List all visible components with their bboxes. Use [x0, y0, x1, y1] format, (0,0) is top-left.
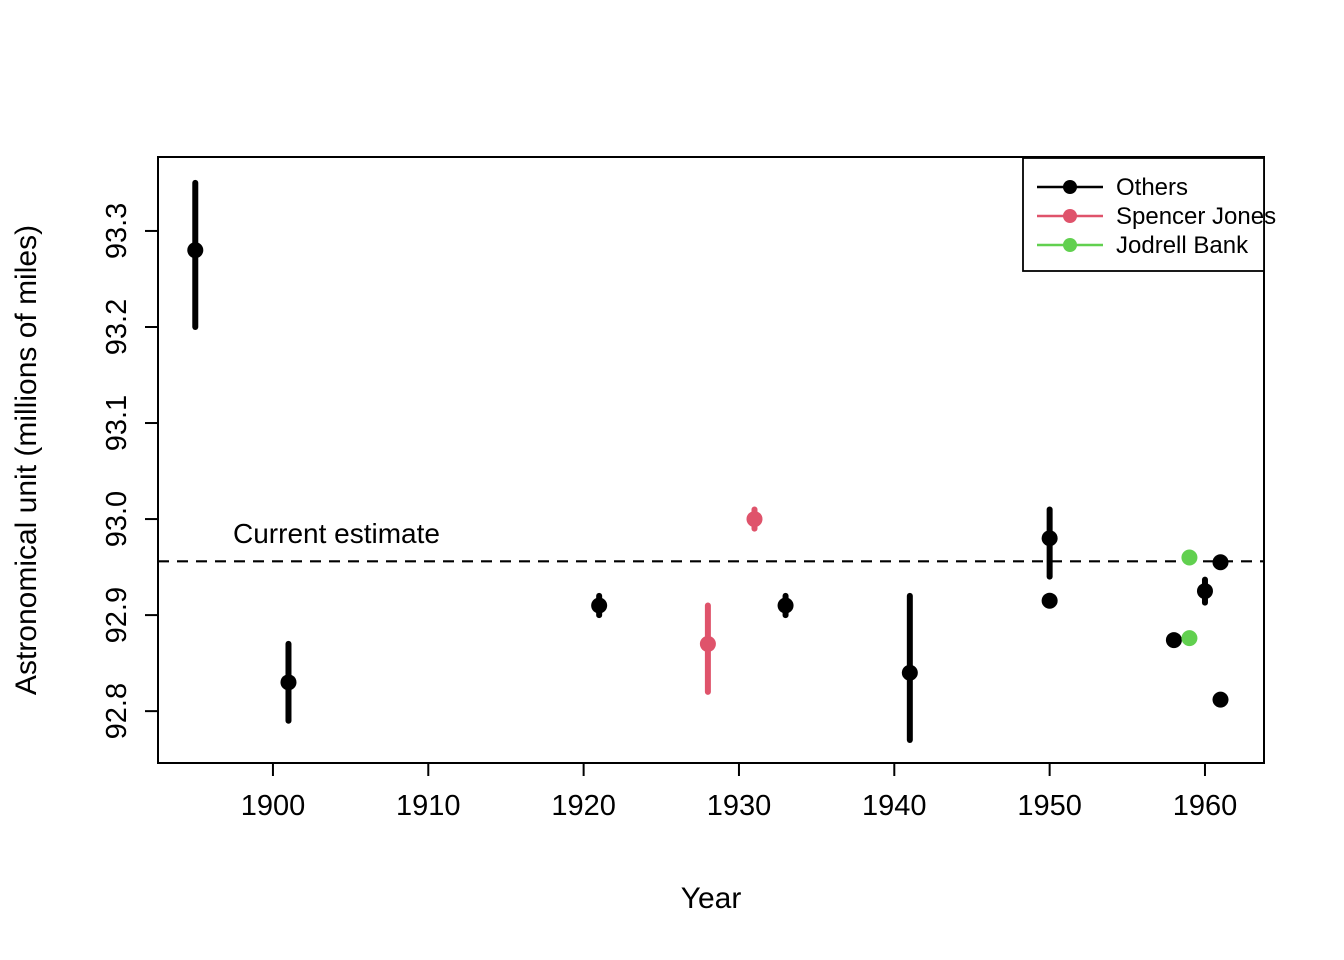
y-tick-label: 93.1	[101, 395, 133, 451]
x-tick-label: 1950	[1017, 790, 1082, 822]
x-tick-label: 1920	[551, 790, 616, 822]
plot-box	[157, 156, 1265, 764]
data-point	[1181, 549, 1198, 566]
data-point	[746, 511, 763, 528]
data-point	[1041, 530, 1058, 547]
data-point	[1165, 632, 1182, 649]
data-series-group	[187, 179, 1229, 743]
data-point	[591, 597, 608, 614]
legend-marker-point	[1063, 180, 1077, 194]
x-tick-label: 1960	[1173, 790, 1238, 822]
data-point	[1212, 691, 1229, 708]
legend-entry-label: Others	[1116, 174, 1188, 201]
x-axis-title: Year	[681, 882, 742, 915]
y-axis-title: Astronomical unit (millions of miles)	[10, 225, 43, 695]
legend-entry-label: Spencer Jones	[1116, 203, 1276, 230]
data-point	[1041, 592, 1058, 609]
y-tick-label: 93.2	[101, 299, 133, 355]
data-point	[187, 242, 204, 259]
data-point	[699, 635, 716, 652]
legend-entry-label: Jodrell Bank	[1116, 232, 1249, 259]
data-point	[1196, 583, 1213, 600]
x-tick-label: 1930	[707, 790, 772, 822]
x-axis: 1900 1910 1920 1930 1940 1950 1960	[241, 763, 1238, 822]
x-tick-label: 1900	[241, 790, 306, 822]
data-point	[1212, 554, 1229, 571]
legend-marker-point	[1063, 209, 1077, 223]
x-tick-label: 1910	[396, 790, 461, 822]
y-tick-label: 93.0	[101, 491, 133, 547]
y-tick-label: 92.9	[101, 587, 133, 643]
current-estimate-label: Current estimate	[233, 518, 440, 549]
x-tick-label: 1940	[862, 790, 927, 822]
legend-marker-point	[1063, 238, 1077, 252]
data-point	[777, 597, 794, 614]
data-point	[1181, 630, 1198, 647]
data-point	[901, 664, 918, 681]
y-tick-label: 92.8	[101, 683, 133, 739]
y-tick-label: 93.3	[101, 203, 133, 259]
data-point	[280, 674, 297, 691]
y-axis: 92.8 92.9 93.0 93.1 93.2 93.3	[101, 203, 158, 739]
